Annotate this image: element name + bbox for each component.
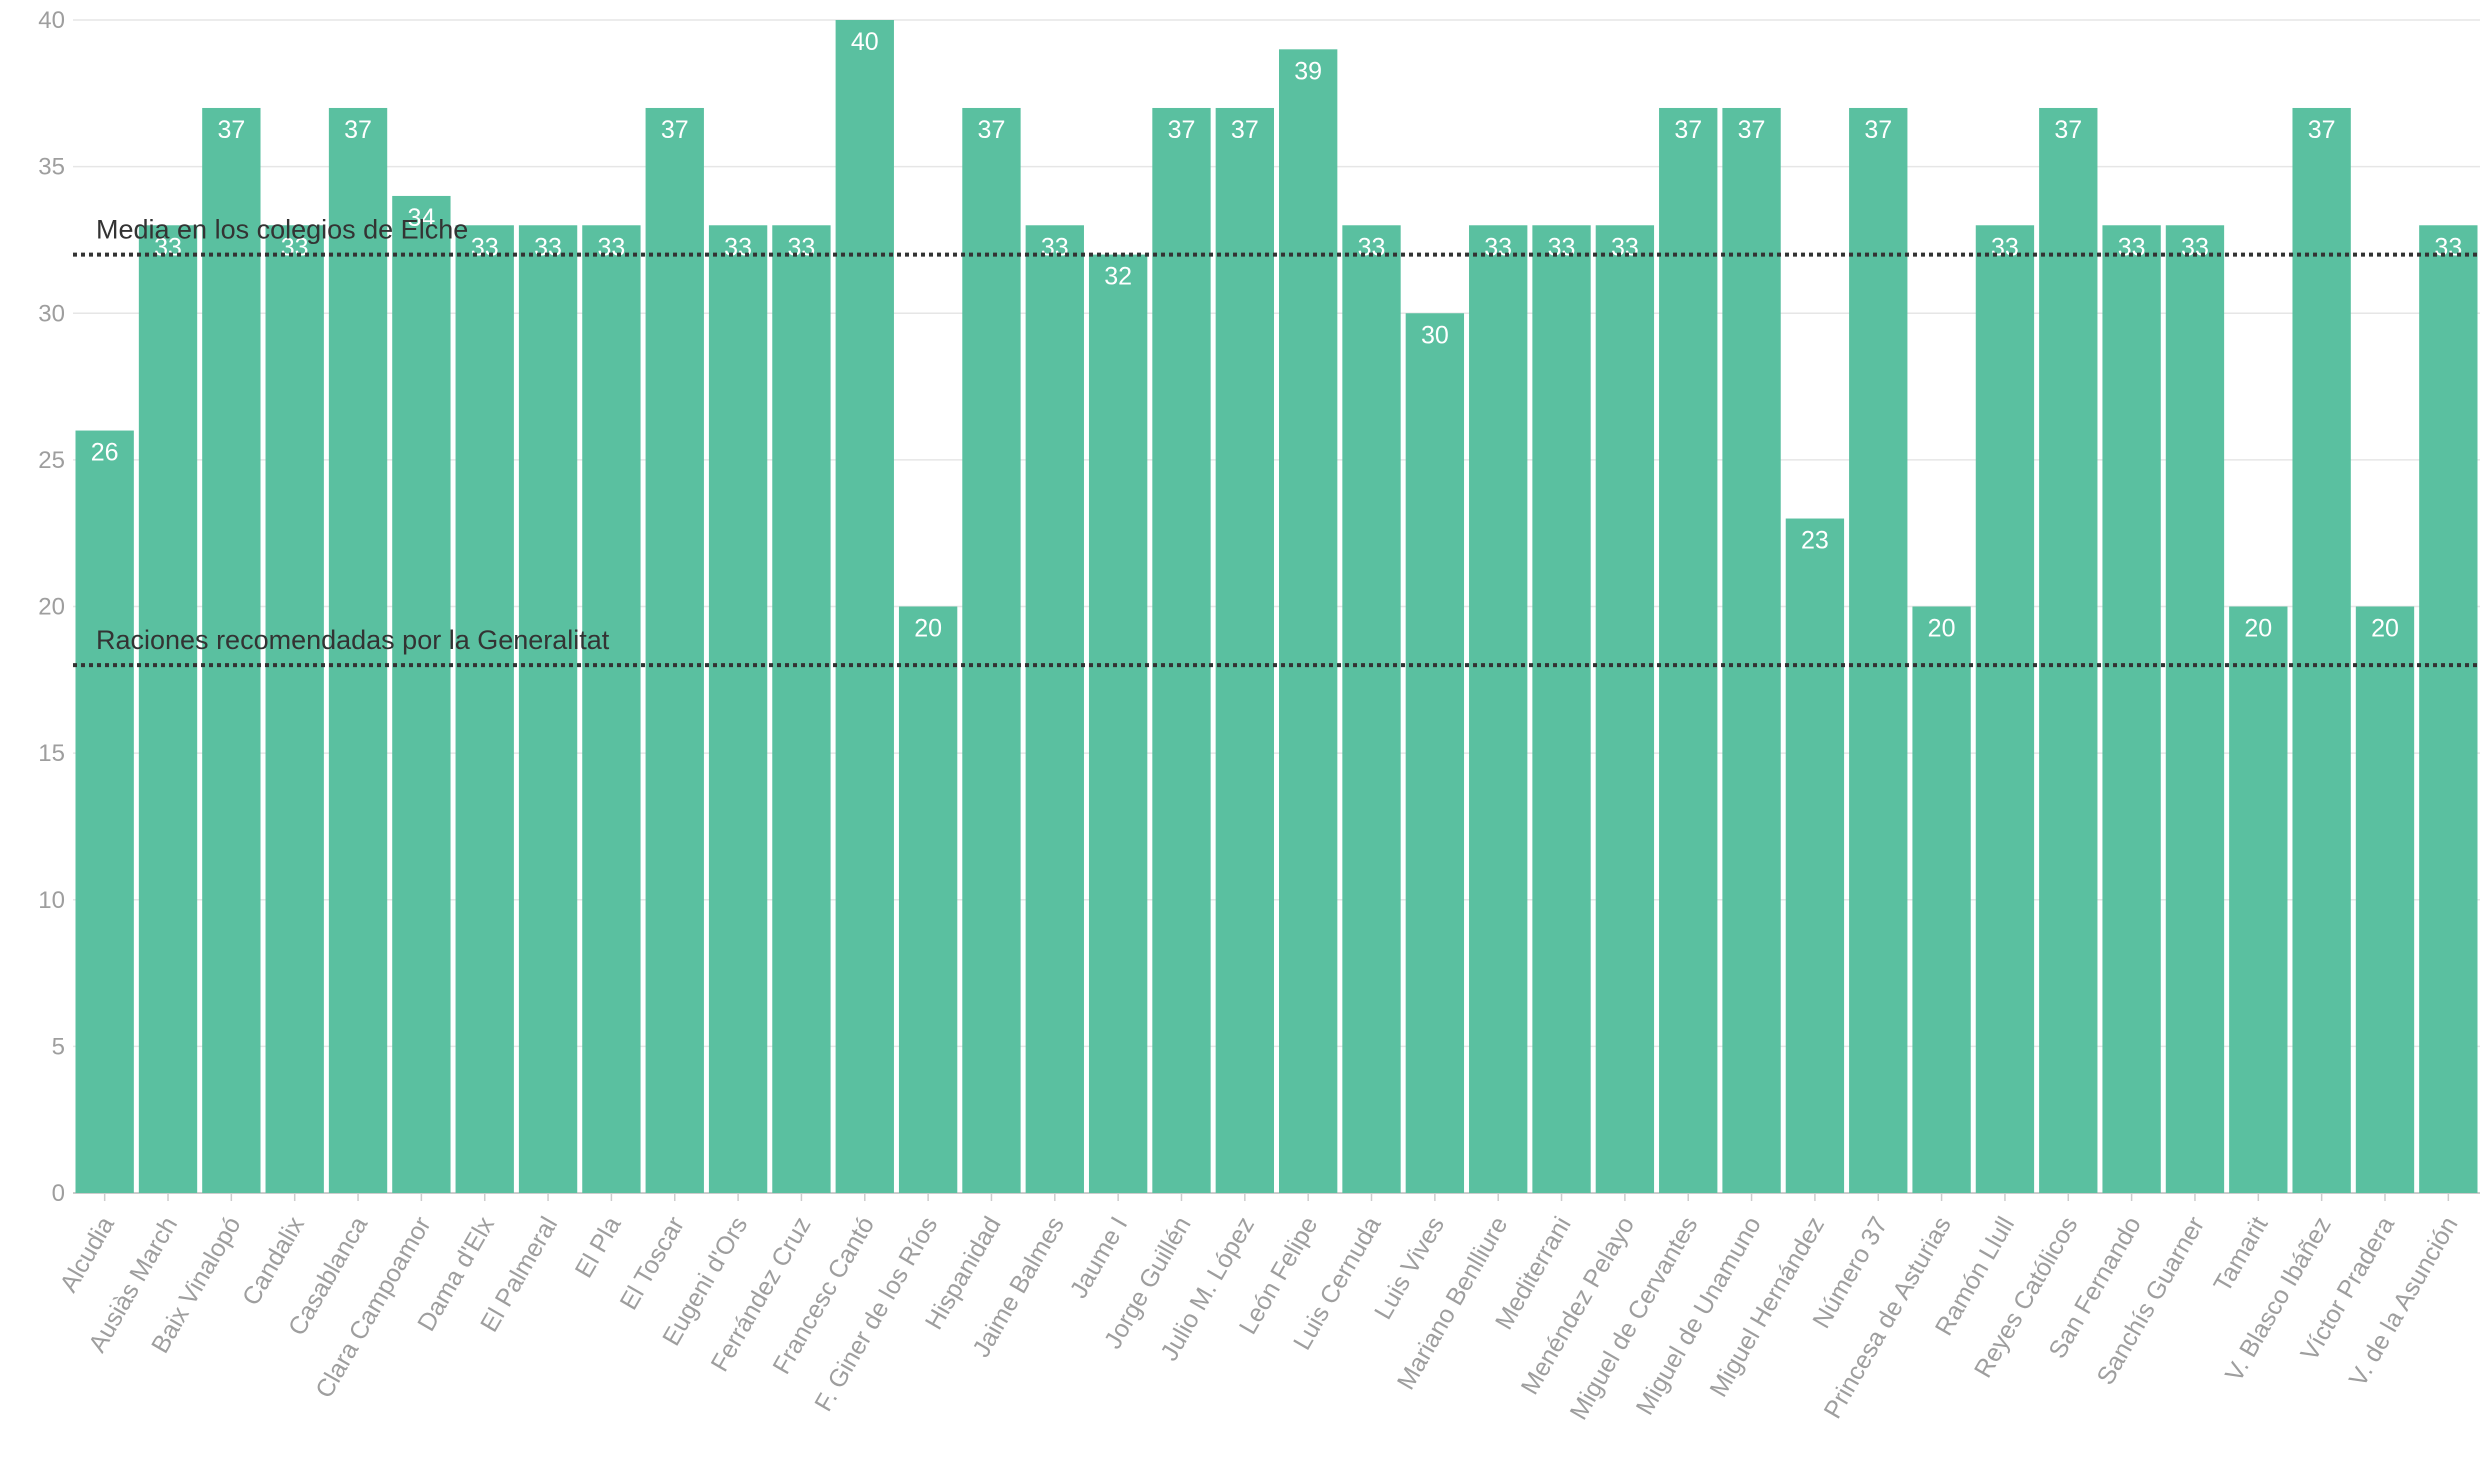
y-tick-label: 5	[52, 1033, 65, 1060]
bar[interactable]	[138, 225, 198, 1193]
y-tick-label: 15	[38, 740, 65, 767]
reference-line-label: Media en los colegios de Elche	[96, 215, 468, 245]
bar-value-label: 37	[1674, 116, 1702, 144]
bar[interactable]	[1912, 606, 1971, 1194]
bar-value-label: 34	[407, 204, 435, 232]
bar[interactable]	[962, 107, 1021, 1194]
bar[interactable]	[75, 430, 134, 1193]
bar[interactable]	[898, 606, 958, 1194]
y-tick-label: 35	[38, 154, 65, 181]
bar-value-label: 37	[344, 116, 372, 144]
bar[interactable]	[455, 225, 514, 1193]
bar[interactable]	[518, 225, 578, 1193]
bar[interactable]	[2229, 606, 2288, 1194]
x-tick-label: Tamarit	[2208, 1212, 2273, 1297]
reference-line-label: Raciones recomendadas por la Generalitat	[96, 625, 610, 655]
x-tick-label: Clara Campoamor	[310, 1212, 436, 1403]
bar[interactable]	[265, 225, 324, 1193]
bar[interactable]	[645, 107, 704, 1194]
bar[interactable]	[202, 107, 261, 1194]
bar-value-label: 33	[1548, 233, 1576, 261]
bar-value-label: 33	[1358, 233, 1386, 261]
y-tick-label: 10	[38, 887, 65, 914]
bar-value-label: 20	[2371, 615, 2399, 643]
bar[interactable]	[835, 20, 894, 1193]
bar[interactable]	[1279, 49, 1338, 1194]
bar-value-label: 32	[1104, 263, 1132, 291]
bar[interactable]	[1469, 225, 1528, 1193]
bar-value-label: 33	[788, 233, 816, 261]
bar[interactable]	[1342, 225, 1401, 1193]
bar[interactable]	[1152, 107, 1211, 1194]
bar-value-label: 33	[471, 233, 499, 261]
bar[interactable]	[1088, 254, 1148, 1194]
x-tick-label: Menéndez Pelayo	[1516, 1212, 1640, 1399]
bar[interactable]	[1975, 225, 2035, 1193]
bar-value-label: 37	[1168, 116, 1196, 144]
bar[interactable]	[1659, 107, 1718, 1194]
bar-value-label: 20	[1928, 615, 1956, 643]
bar-value-label: 23	[1801, 527, 1829, 555]
bar[interactable]	[1849, 107, 1908, 1194]
bar-value-label: 33	[1041, 233, 1069, 261]
bar[interactable]	[392, 195, 451, 1193]
bar[interactable]	[2102, 225, 2161, 1193]
x-tick-label: Alcudia	[55, 1212, 120, 1297]
reference-lines-layer: Media en los colegios de Elche Raciones r…	[73, 215, 2480, 668]
bar[interactable]	[772, 225, 831, 1193]
x-tick-label: El Pla	[570, 1212, 627, 1283]
y-tick-label: 20	[38, 594, 65, 621]
bar-value-label: 37	[2308, 116, 2336, 144]
bar[interactable]	[2419, 225, 2478, 1193]
bars-layer: 26 33 37 33 37 34 33 33 33 37 33 33 40 20 37 33 32 37 37 39…	[75, 20, 2478, 1194]
bar[interactable]	[328, 107, 388, 1194]
bar-value-label: 20	[914, 615, 942, 643]
bar-value-label: 39	[1294, 57, 1322, 85]
bar-value-label: 33	[154, 233, 182, 261]
bar[interactable]	[1785, 518, 1845, 1193]
bar-value-label: 37	[1231, 116, 1259, 144]
bar-value-label: 33	[2181, 233, 2209, 261]
bar-value-label: 20	[2244, 615, 2272, 643]
bar[interactable]	[1532, 225, 1591, 1193]
bar-value-label: 26	[91, 439, 119, 467]
x-tick-label: Candalix	[237, 1212, 310, 1311]
bar[interactable]	[582, 225, 641, 1193]
bar-value-label: 37	[661, 116, 689, 144]
bar[interactable]	[1722, 107, 1781, 1194]
bar-value-label: 30	[1421, 321, 1449, 349]
bar-value-label: 37	[978, 116, 1006, 144]
bar-value-label: 33	[1991, 233, 2019, 261]
bar-value-label: 33	[598, 233, 626, 261]
bar-value-label: 33	[281, 233, 309, 261]
bar[interactable]	[1025, 225, 1084, 1193]
bar-value-label: 37	[1738, 116, 1766, 144]
x-tick-label: Jaume I	[1065, 1212, 1134, 1303]
y-tick-label: 30	[38, 300, 65, 327]
bar-value-label: 40	[851, 28, 879, 56]
bar-value-label: 33	[534, 233, 562, 261]
bar-value-label: 33	[724, 233, 752, 261]
bar[interactable]	[2292, 107, 2351, 1194]
bar-value-label: 37	[1864, 116, 1892, 144]
x-tick-label: Miguel Hernández	[1704, 1212, 1830, 1402]
bar[interactable]	[2355, 606, 2415, 1194]
bar-value-label: 33	[2434, 233, 2462, 261]
y-tick-label: 0	[52, 1180, 65, 1207]
y-tick-label: 25	[38, 447, 65, 474]
bar[interactable]	[2039, 107, 2098, 1194]
bar-value-label: 33	[1484, 233, 1512, 261]
bar[interactable]	[2165, 225, 2225, 1193]
bar-value-label: 33	[1611, 233, 1639, 261]
y-tick-label: 40	[38, 7, 65, 34]
bar[interactable]	[708, 225, 768, 1193]
bar[interactable]	[1405, 313, 1465, 1193]
bar[interactable]	[1595, 225, 1655, 1193]
bar-value-label: 33	[2118, 233, 2146, 261]
bar[interactable]	[1215, 107, 1274, 1194]
bar-value-label: 37	[2054, 116, 2082, 144]
bar-value-label: 37	[217, 116, 245, 144]
